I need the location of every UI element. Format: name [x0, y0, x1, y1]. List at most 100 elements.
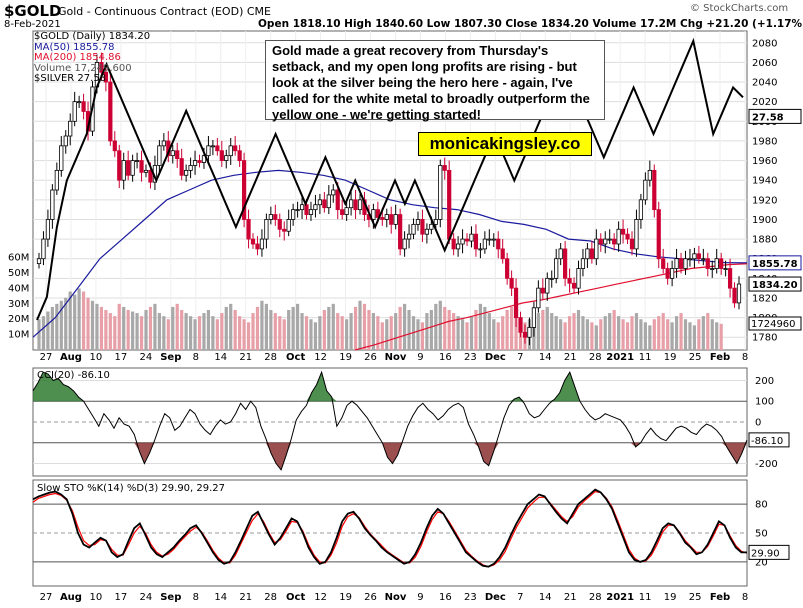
volume-bar: [612, 310, 616, 350]
candle: [460, 229, 465, 254]
candle: [612, 233, 617, 251]
x-tick-label: Feb: [710, 352, 730, 363]
volume-bar: [416, 319, 420, 350]
volume-bar: [692, 325, 697, 350]
x-tick-label-bottom: 23: [464, 592, 477, 603]
volume-bar: [171, 306, 175, 350]
volume-bar: [122, 306, 126, 350]
candle-body: [522, 331, 528, 338]
x-tick-label-bottom: Oct: [286, 592, 305, 603]
candle-body: [518, 317, 523, 333]
volume-bar: [215, 319, 219, 350]
candle: [130, 154, 135, 182]
volume-bar: [180, 310, 184, 350]
volume-bar: [220, 313, 224, 350]
volume-bar: [367, 310, 371, 350]
candle: [451, 233, 456, 256]
candle: [420, 209, 425, 243]
volume-bar: [260, 300, 264, 350]
volume-bar: [683, 319, 688, 350]
candle-body: [322, 199, 327, 209]
candle-body: [380, 217, 385, 220]
volume-bar: [554, 316, 558, 350]
candle: [563, 241, 568, 287]
candle: [415, 211, 421, 231]
candle-body: [576, 268, 581, 289]
candle: [727, 258, 733, 298]
cci-panel: CCI(20) -86.10: [32, 370, 748, 471]
candle: [598, 233, 603, 252]
volume-bar: [362, 303, 367, 350]
candle-body: [536, 287, 541, 309]
volume-bar: [469, 316, 474, 350]
volume-bar: [474, 310, 478, 350]
x-tick-label-bottom: 14: [214, 592, 227, 603]
x-tick-label-bottom: Feb: [710, 592, 730, 603]
x-tick-label: 14: [539, 352, 552, 363]
candle: [126, 150, 131, 181]
candle-body: [674, 258, 679, 269]
sto-tick-label: 80: [755, 500, 768, 511]
candle-body: [170, 150, 175, 157]
candle-body: [661, 258, 666, 269]
price-tick-label: 1980: [752, 136, 777, 147]
x-tick-label-bottom: 28: [264, 592, 277, 603]
volume-bar: [59, 300, 63, 350]
candle: [643, 172, 648, 205]
sto-tag-label: 29.90: [751, 548, 780, 559]
candle: [554, 248, 559, 284]
price-tag-label: 27.58: [752, 112, 784, 123]
volume-bar: [688, 322, 692, 350]
candle: [121, 152, 126, 190]
volume-bar: [282, 319, 286, 350]
candle: [402, 231, 407, 257]
candle: [456, 236, 461, 257]
x-tick-label: 26: [364, 352, 377, 363]
candle-body: [487, 238, 492, 241]
volume-bar: [710, 319, 714, 350]
volume-bar: [639, 319, 643, 350]
candle-body: [549, 277, 554, 280]
volume-bar: [300, 313, 304, 350]
candle-body: [638, 199, 644, 220]
candle: [384, 208, 389, 228]
volume-bar: [706, 313, 710, 350]
volume-bar: [162, 316, 166, 350]
volume-bar: [139, 316, 144, 350]
x-tick-label-bottom: Nov: [385, 592, 407, 603]
volume-tick-label: 20M: [8, 314, 29, 325]
candle-body: [259, 238, 265, 250]
candle-body: [625, 233, 630, 240]
legend-gold: $GOLD (Daily) 1834.20: [34, 31, 151, 42]
candle: [616, 221, 621, 252]
candle: [179, 148, 184, 181]
candle: [184, 164, 189, 182]
volume-tag-label: 1724960: [751, 319, 796, 330]
candle-body: [665, 268, 670, 279]
candle: [353, 190, 358, 219]
volume-bar: [353, 306, 358, 350]
volume-bar: [608, 313, 612, 350]
candle-body: [464, 238, 470, 242]
candle-body: [531, 307, 537, 328]
candle: [313, 194, 318, 218]
price-tick-label: 1780: [752, 333, 777, 344]
candle-body: [81, 101, 86, 112]
volume-bar: [224, 306, 228, 350]
cci-line: [32, 370, 748, 471]
price-tag-ma50: 1855.78: [748, 255, 802, 271]
candle-body: [340, 209, 345, 215]
x-tick-label-bottom: Aug: [60, 592, 82, 603]
x-tick-label-bottom: 27: [40, 592, 53, 603]
candle-body: [509, 277, 514, 289]
stochastic-panel: Slow STO %K(14) %D(3) 29.90, 29.27: [32, 483, 748, 568]
candle-body: [732, 287, 737, 304]
sto-title: Slow STO %K(14) %D(3) 29.90, 29.27: [37, 483, 225, 494]
candle-body: [647, 169, 652, 181]
candle-body: [384, 214, 389, 220]
candle-body: [736, 283, 742, 304]
candle: [625, 228, 630, 244]
volume-bar: [64, 297, 68, 350]
volume-bar: [327, 306, 331, 350]
copyright: © StockCharts.com: [690, 3, 789, 14]
